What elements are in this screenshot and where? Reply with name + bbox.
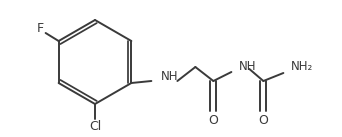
Text: O: O (208, 113, 218, 126)
Text: NH₂: NH₂ (291, 61, 314, 73)
Text: NH: NH (161, 71, 179, 83)
Text: F: F (37, 22, 44, 35)
Text: NH: NH (239, 59, 257, 72)
Text: O: O (259, 113, 268, 126)
Text: Cl: Cl (89, 119, 101, 132)
